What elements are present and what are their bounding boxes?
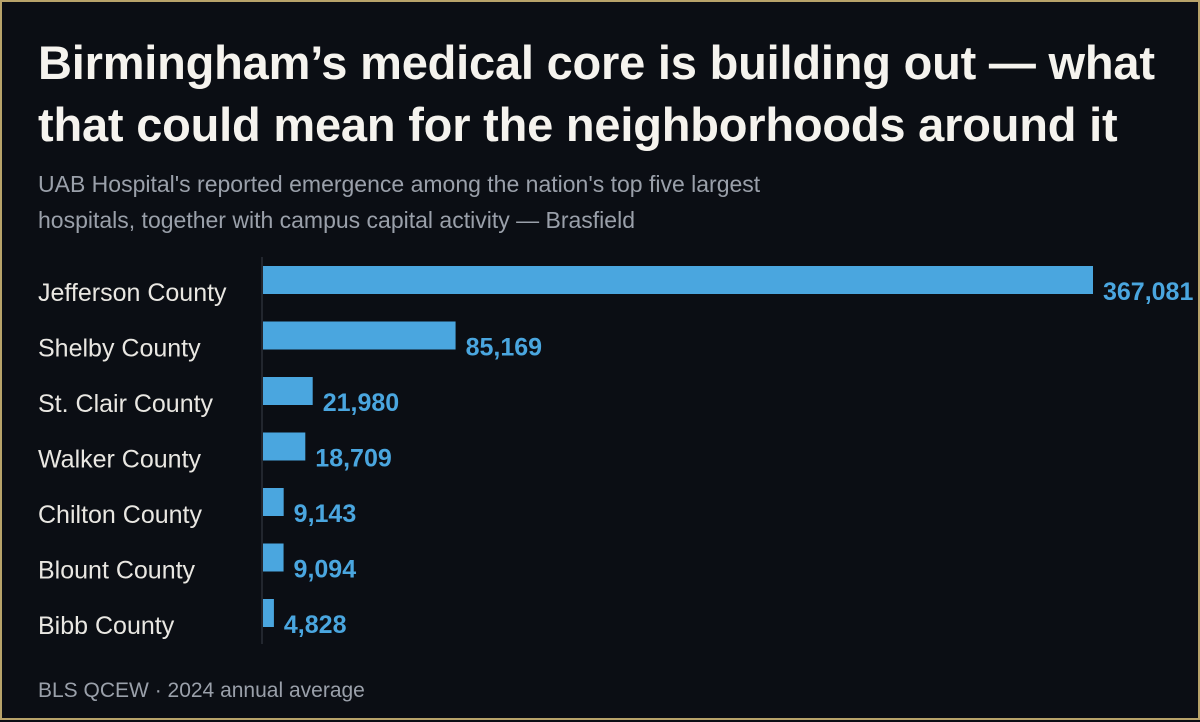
page-title: Birmingham’s medical core is building ou… (38, 36, 1155, 151)
bar-row: Jefferson County 367,081 (38, 266, 1193, 307)
data-label: 18,709 (315, 445, 391, 473)
category-label: Walker County (38, 446, 202, 474)
bar-row: Chilton County 9,143 (38, 488, 356, 529)
bar (263, 599, 274, 627)
data-label: 4,828 (284, 611, 347, 639)
category-label: Bibb County (38, 612, 175, 640)
data-label: 85,169 (466, 334, 542, 362)
data-label: 9,094 (294, 556, 357, 584)
category-label: Chilton County (38, 501, 202, 529)
category-label: Jefferson County (38, 279, 227, 307)
bar-row: Walker County 18,709 (38, 432, 392, 474)
bar (263, 377, 313, 405)
bar-row: Blount County 9,094 (38, 543, 357, 585)
bar (263, 432, 306, 461)
page-subtitle: UAB Hospital's reported emergence among … (38, 171, 761, 233)
category-label: Shelby County (38, 335, 201, 363)
bar-row: Shelby County 85,169 (38, 321, 542, 363)
data-label: 9,143 (294, 500, 357, 528)
category-label: Blount County (38, 557, 196, 585)
bar-row: Bibb County 4,828 (38, 599, 347, 640)
source-note: BLS QCEW · 2024 annual average (38, 679, 365, 702)
bar-row: St. Clair County 21,980 (38, 377, 399, 418)
bar (263, 266, 1093, 294)
category-label: St. Clair County (38, 390, 214, 418)
bar (263, 321, 456, 350)
data-label: 21,980 (323, 389, 399, 417)
bar (263, 543, 284, 572)
bar (263, 488, 284, 516)
data-label: 367,081 (1103, 278, 1193, 306)
